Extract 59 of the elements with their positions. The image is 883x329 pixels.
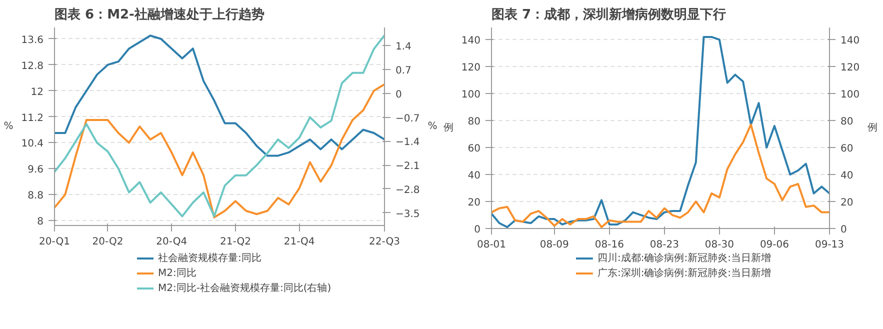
y-axis-title: %: [4, 121, 14, 132]
y2-tick-label: 40: [840, 170, 854, 182]
y-tick-label: 9.6: [28, 164, 44, 176]
y-tick-label: 140: [461, 36, 481, 47]
x-tick-label: 21-Q4: [284, 236, 315, 248]
x-tick-label: 09-06: [760, 240, 790, 250]
y-tick-label: 8.8: [28, 190, 44, 202]
y2-tick-label: 20: [840, 198, 854, 209]
chart-title: 图表 6：M2-社融增速处于上行趋势: [54, 6, 264, 22]
y-tick-label: 120: [461, 62, 481, 74]
x-tick-label: 21-Q2: [220, 236, 251, 248]
y-tick-label: 0: [474, 224, 481, 236]
x-tick-label: 22-Q3: [369, 236, 400, 248]
legend-label: 社会融资规模存量:同比: [158, 252, 262, 264]
y2-tick-label: 140: [840, 36, 860, 47]
legend-label: M2:同比: [158, 267, 196, 279]
line-series: [54, 34, 384, 157]
x-tick-label: 08-16: [594, 240, 624, 250]
y2-tick-label: 100: [840, 90, 860, 101]
legend-label: 四川:成都:确诊病例:新冠肺炎:当日新增: [598, 252, 771, 264]
y-tick-label: 100: [461, 90, 481, 101]
x-tick-label: 08-01: [476, 240, 506, 250]
y-tick-label: 12.8: [21, 60, 44, 72]
y-tick-label: 60: [468, 144, 481, 155]
y-tick-label: 20: [468, 198, 481, 209]
y2-tick-label: 0: [840, 224, 847, 236]
x-tick-label: 20-Q2: [92, 236, 124, 248]
y-tick-label: 80: [468, 116, 481, 128]
y-tick-label: 8: [37, 216, 44, 228]
y2-tick-label: 1.4: [396, 42, 412, 53]
y2-tick-label: 0.7: [396, 65, 412, 76]
y2-axis-title: 例: [868, 122, 878, 134]
x-tick-label: 09-13: [814, 240, 844, 250]
y2-tick-label: 60: [840, 144, 854, 155]
y-tick-label: 10.4: [21, 138, 44, 150]
legend-label: M2:同比-社会融资规模存量:同比(右轴): [158, 282, 332, 294]
y-tick-label: 13.6: [21, 34, 44, 46]
y2-tick-label: −2.8: [396, 184, 420, 196]
y-tick-label: 11.2: [21, 112, 44, 124]
y2-tick-label: 80: [840, 116, 854, 128]
y2-tick-label: −1.4: [396, 137, 420, 148]
y-tick-label: 12: [30, 86, 44, 98]
y-axis-title: 例: [443, 122, 454, 134]
line-series: [54, 83, 384, 218]
legend-label: 广东:深圳:确诊病例:新冠肺炎:当日新增: [598, 267, 771, 279]
x-tick-label: 08-30: [704, 240, 734, 250]
y2-tick-label: 0: [396, 89, 402, 100]
x-tick-label: 08-23: [650, 240, 679, 250]
y2-axis-title: %: [428, 121, 438, 132]
y2-tick-label: −3.5: [396, 208, 420, 220]
x-tick-label: 20-Q4: [156, 236, 188, 248]
y2-tick-label: −2.1: [396, 161, 420, 172]
y-tick-label: 40: [468, 170, 481, 182]
y2-tick-label: −0.7: [396, 113, 420, 124]
line-series: [54, 34, 384, 218]
x-tick-label: 20-Q1: [39, 236, 70, 248]
x-tick-label: 08-09: [540, 240, 569, 250]
chart-title: 图表 7：成都，深圳新增病例数明显下行: [492, 6, 726, 22]
y2-tick-label: 120: [840, 62, 860, 74]
